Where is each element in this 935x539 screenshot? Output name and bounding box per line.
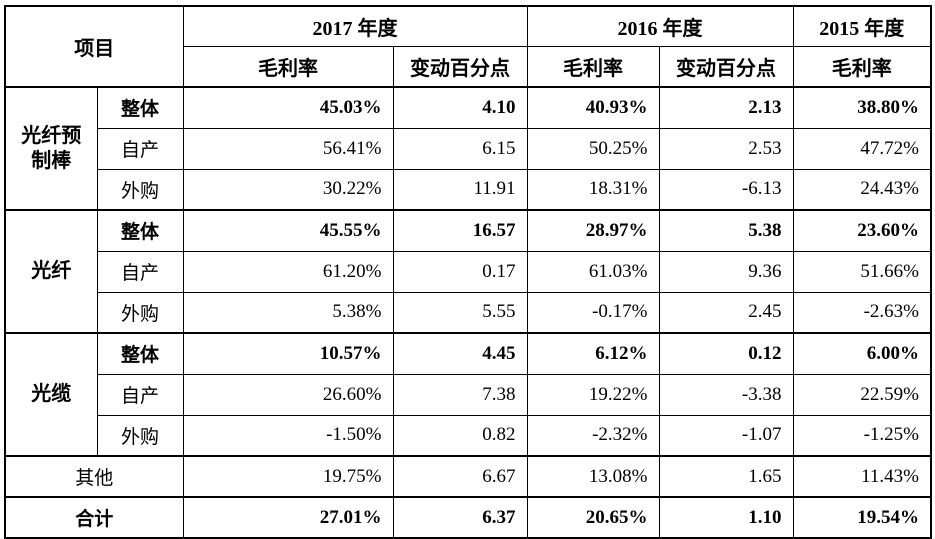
value-cell: 2.13 <box>658 86 794 129</box>
value-cell: -2.63% <box>792 291 932 334</box>
value-cell: 9.36 <box>658 250 794 293</box>
table-row-total: 合计 27.01% 6.37 20.65% 1.10 19.54% <box>4 496 932 539</box>
value-cell: 4.10 <box>392 86 528 129</box>
sub-label-cell: 整体 <box>96 86 184 129</box>
value-cell: -0.17% <box>526 291 660 334</box>
value-cell: 38.80% <box>792 86 932 129</box>
sub-label-cell: 整体 <box>96 209 184 252</box>
header-cell-2016-change-pp: 变动百分点 <box>658 46 794 88</box>
value-cell: 45.55% <box>182 209 394 252</box>
table-row: 光纤 整体 45.55% 16.57 28.97% 5.38 23.60% <box>4 209 932 334</box>
group-label: 光纤 <box>31 260 72 282</box>
group-label-cell: 光缆 <box>4 332 98 457</box>
value-cell: 24.43% <box>792 168 932 211</box>
table-row: 自产 56.41% 6.15 50.25% 2.53 47.72% <box>5 127 932 170</box>
table-row: 光缆 整体 10.57% 4.45 6.12% 0.12 6.00% <box>4 332 932 457</box>
header-cell-2015-gross-margin: 毛利率 <box>792 46 932 88</box>
value-cell: 2.45 <box>658 291 794 334</box>
sub-label-cell: 自产 <box>96 250 184 293</box>
table-row: 其他 19.75% 6.67 13.08% 1.65 11.43% <box>4 455 932 498</box>
value-cell: 1.10 <box>658 496 794 539</box>
value-cell: -3.38 <box>658 373 794 416</box>
header-cell-year-2017: 2017 年度 <box>182 5 528 47</box>
value-cell: 0.12 <box>658 332 794 375</box>
gross-margin-table: 项目 2017 年度 2016 年度 2015 年度 毛利率 变动百分点 毛利率… <box>4 5 932 539</box>
value-cell: -6.13 <box>658 168 794 211</box>
value-cell: 27.01% <box>182 496 394 539</box>
value-cell: 6.12% <box>526 332 660 375</box>
value-cell: 2.53 <box>658 127 794 170</box>
value-cell: 6.37 <box>392 496 528 539</box>
header-cell-year-2015: 2015 年度 <box>792 5 932 47</box>
value-cell: 50.25% <box>526 127 660 170</box>
group-label-cell: 光纤 <box>4 209 98 334</box>
value-cell: 4.45 <box>392 332 528 375</box>
value-cell: 19.22% <box>526 373 660 416</box>
header-cell-year-2016: 2016 年度 <box>526 5 794 47</box>
value-cell: 61.20% <box>182 250 394 293</box>
gross-margin-table-container: 项目 2017 年度 2016 年度 2015 年度 毛利率 变动百分点 毛利率… <box>4 5 932 539</box>
value-cell: -1.07 <box>658 414 794 457</box>
table-row: 自产 26.60% 7.38 19.22% -3.38 22.59% <box>5 373 932 416</box>
value-cell: 56.41% <box>182 127 394 170</box>
value-cell: 16.57 <box>392 209 528 252</box>
row-label-other: 其他 <box>4 455 184 498</box>
table-row: 自产 61.20% 0.17 61.03% 9.36 51.66% <box>5 250 932 293</box>
value-cell: 22.59% <box>792 373 932 416</box>
group-label-cell: 光纤预制棒 <box>4 86 98 211</box>
value-cell: 11.43% <box>792 455 932 498</box>
row-label-total: 合计 <box>4 496 184 539</box>
value-cell: 28.97% <box>526 209 660 252</box>
value-cell: 51.66% <box>792 250 932 293</box>
value-cell: 5.55 <box>392 291 528 334</box>
value-cell: 40.93% <box>526 86 660 129</box>
value-cell: 1.65 <box>658 455 794 498</box>
sub-label-cell: 外购 <box>96 414 184 457</box>
value-cell: 26.60% <box>182 373 394 416</box>
value-cell: 20.65% <box>526 496 660 539</box>
group-label: 光纤预制棒 <box>21 124 82 172</box>
value-cell: 13.08% <box>526 455 660 498</box>
header-cell-2017-gross-margin: 毛利率 <box>182 46 394 88</box>
value-cell: -1.50% <box>182 414 394 457</box>
value-cell: 19.54% <box>792 496 932 539</box>
group-label: 光缆 <box>31 383 72 405</box>
value-cell: 5.38 <box>658 209 794 252</box>
value-cell: 11.91 <box>392 168 528 211</box>
value-cell: 0.17 <box>392 250 528 293</box>
value-cell: 6.15 <box>392 127 528 170</box>
header-cell-2017-change-pp: 变动百分点 <box>392 46 528 88</box>
value-cell: 23.60% <box>792 209 932 252</box>
value-cell: 6.67 <box>392 455 528 498</box>
table-row: 光纤预制棒 整体 45.03% 4.10 40.93% 2.13 38.80% <box>4 86 932 211</box>
value-cell: 5.38% <box>182 291 394 334</box>
table-row: 外购 5.38% 5.55 -0.17% 2.45 -2.63% <box>5 291 932 334</box>
sub-label-cell: 外购 <box>96 168 184 211</box>
sub-label-cell: 外购 <box>96 291 184 334</box>
value-cell: 0.82 <box>392 414 528 457</box>
value-cell: -1.25% <box>792 414 932 457</box>
value-cell: 7.38 <box>392 373 528 416</box>
header-row-years: 项目 2017 年度 2016 年度 2015 年度 <box>4 5 932 88</box>
value-cell: -2.32% <box>526 414 660 457</box>
sub-label-cell: 自产 <box>96 127 184 170</box>
value-cell: 6.00% <box>792 332 932 375</box>
value-cell: 18.31% <box>526 168 660 211</box>
value-cell: 30.22% <box>182 168 394 211</box>
table-row: 外购 -1.50% 0.82 -2.32% -1.07 -1.25% <box>5 414 932 457</box>
value-cell: 45.03% <box>182 86 394 129</box>
header-cell-item: 项目 <box>4 5 184 88</box>
header-row-measures: 毛利率 变动百分点 毛利率 变动百分点 毛利率 <box>5 46 932 88</box>
value-cell: 61.03% <box>526 250 660 293</box>
value-cell: 19.75% <box>182 455 394 498</box>
value-cell: 10.57% <box>182 332 394 375</box>
value-cell: 47.72% <box>792 127 932 170</box>
header-cell-2016-gross-margin: 毛利率 <box>526 46 660 88</box>
sub-label-cell: 整体 <box>96 332 184 375</box>
sub-label-cell: 自产 <box>96 373 184 416</box>
table-row: 外购 30.22% 11.91 18.31% -6.13 24.43% <box>5 168 932 211</box>
